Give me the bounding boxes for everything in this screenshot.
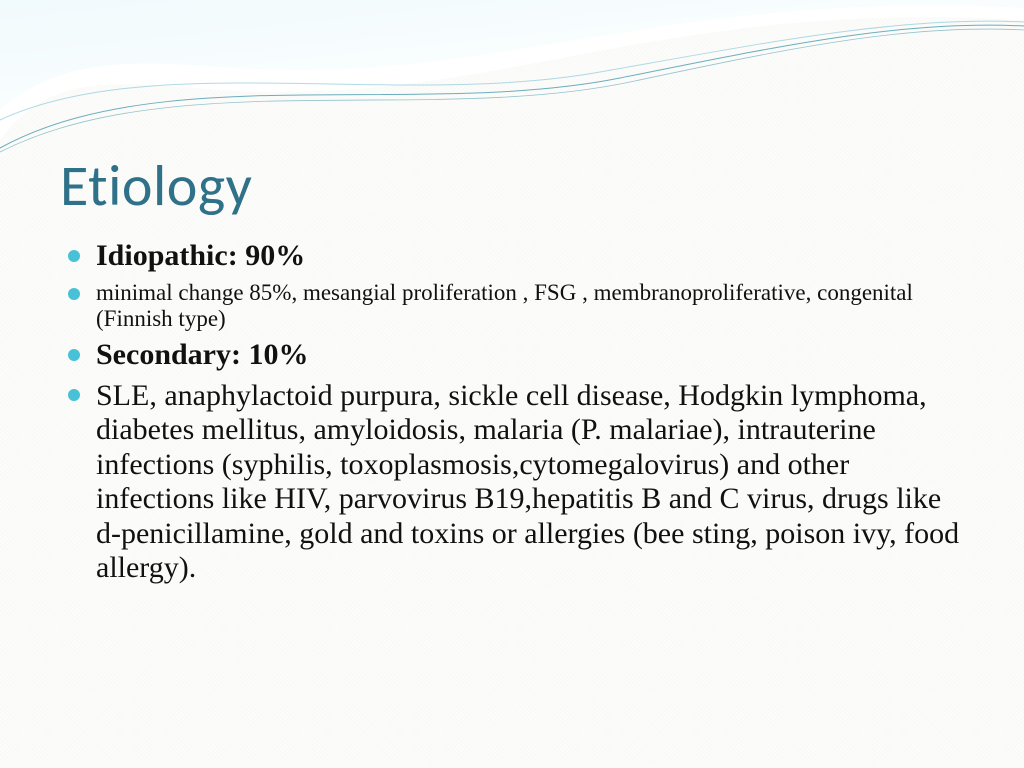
bullet-item: minimal change 85%, mesangial proliferat… [60, 280, 964, 333]
bullet-item: Secondary: 10% [60, 338, 964, 373]
slide-content: Etiology Idiopathic: 90% minimal change 8… [60, 150, 964, 592]
bullet-list: Idiopathic: 90% minimal change 85%, mesan… [60, 239, 964, 586]
slide-title: Etiology [60, 150, 964, 221]
bullet-item: Idiopathic: 90% [60, 239, 964, 274]
bullet-item: SLE, anaphylactoid purpura, sickle cell … [60, 379, 964, 586]
